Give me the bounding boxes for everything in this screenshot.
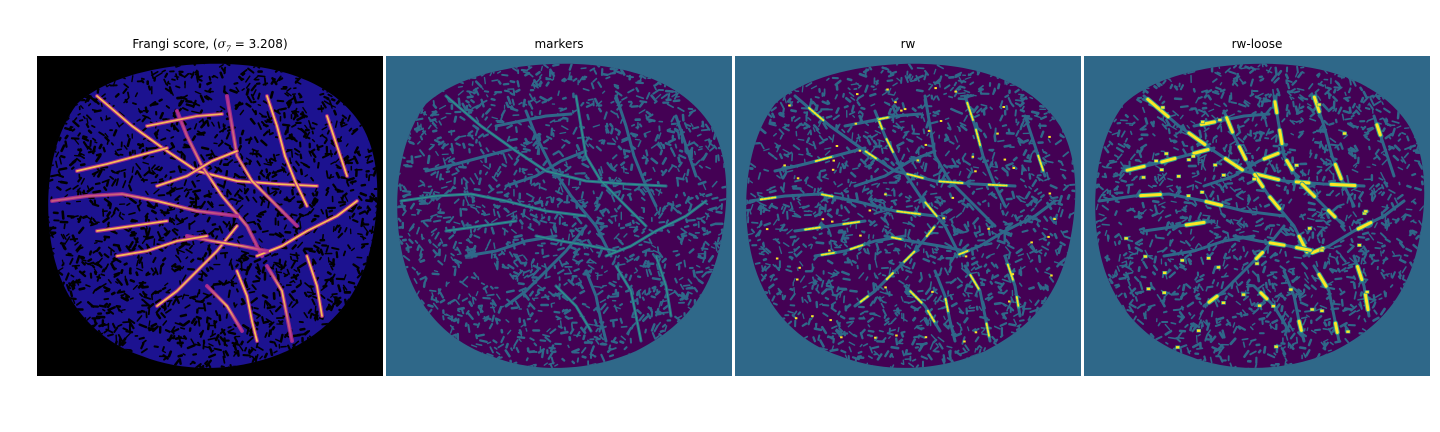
panel-title-rw: rw [900,37,916,51]
markers-image [386,56,732,376]
retina-region [1095,63,1425,368]
frangi-score-image [37,56,383,376]
retina-region [746,63,1076,368]
rw-image [735,56,1081,376]
rw-loose-image [1084,56,1430,376]
panel-title-rw-loose: rw-loose [1231,37,1283,51]
panel-title-markers: markers [534,37,584,51]
panel-title-frangi: Frangi score, (σ7 = 3.208) [132,37,288,54]
